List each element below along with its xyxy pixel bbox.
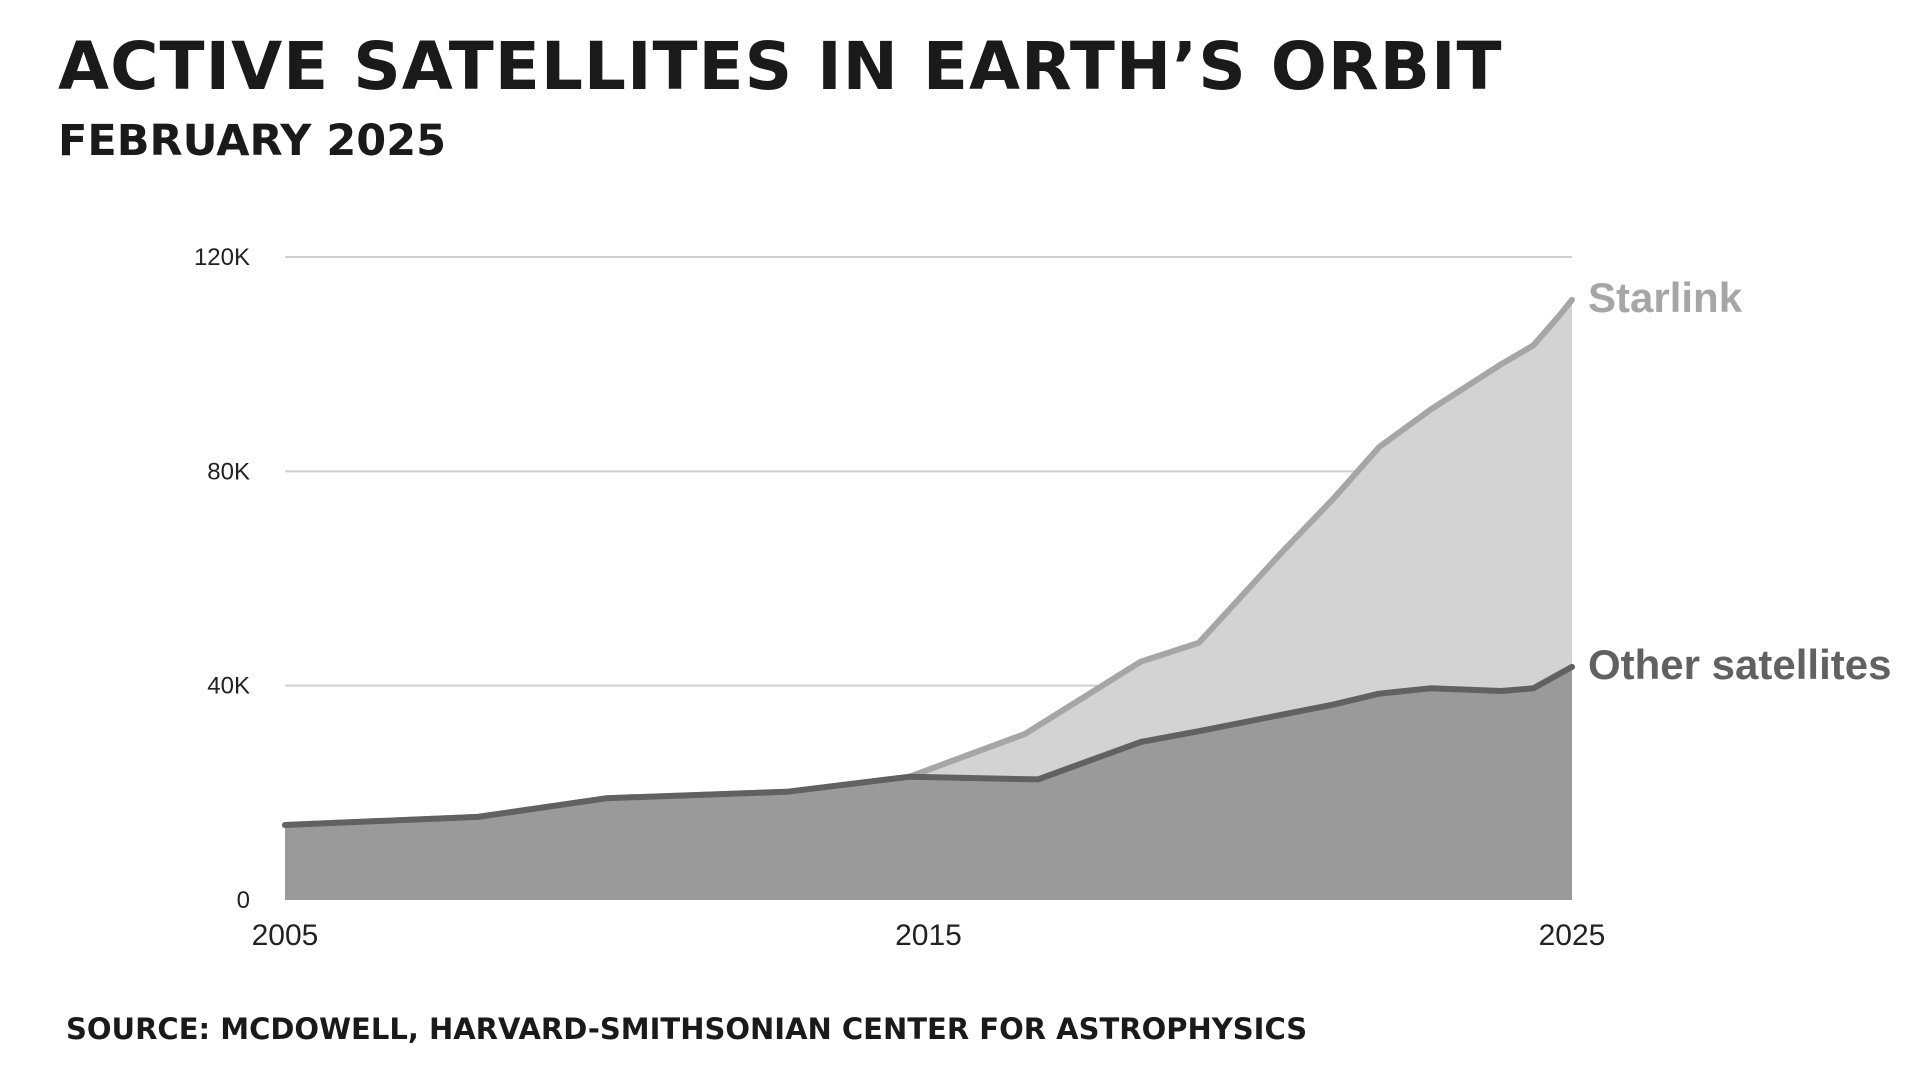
axis-tick-labels: 0 40K 80K 120K 2005 2015 2025 bbox=[194, 244, 1605, 952]
y-tick-label: 120K bbox=[194, 244, 250, 271]
series-areas bbox=[285, 299, 1572, 900]
y-tick-label: 40K bbox=[207, 673, 250, 700]
series-label-starlink: Starlink bbox=[1588, 274, 1743, 321]
chart-title: ACTIVE SATELLITES IN EARTH’S ORBIT bbox=[58, 28, 1503, 105]
line-other-satellites bbox=[282, 663, 1575, 828]
source-note: SOURCE: MCDOWELL, HARVARD-SMITHSONIAN CE… bbox=[66, 1012, 1308, 1046]
y-tick-label: 0 bbox=[237, 887, 250, 914]
x-tick-label: 2015 bbox=[895, 919, 962, 952]
series-lines bbox=[282, 296, 1575, 828]
x-tick-label: 2005 bbox=[252, 919, 319, 952]
series-labels: Starlink Other satellites bbox=[1588, 274, 1891, 688]
y-tick-label: 80K bbox=[207, 458, 250, 485]
x-tick-label: 2025 bbox=[1539, 919, 1606, 952]
series-label-other-satellites: Other satellites bbox=[1588, 641, 1891, 688]
area-other-satellites bbox=[285, 666, 1572, 900]
chart-subtitle: FEBRUARY 2025 bbox=[58, 116, 447, 166]
